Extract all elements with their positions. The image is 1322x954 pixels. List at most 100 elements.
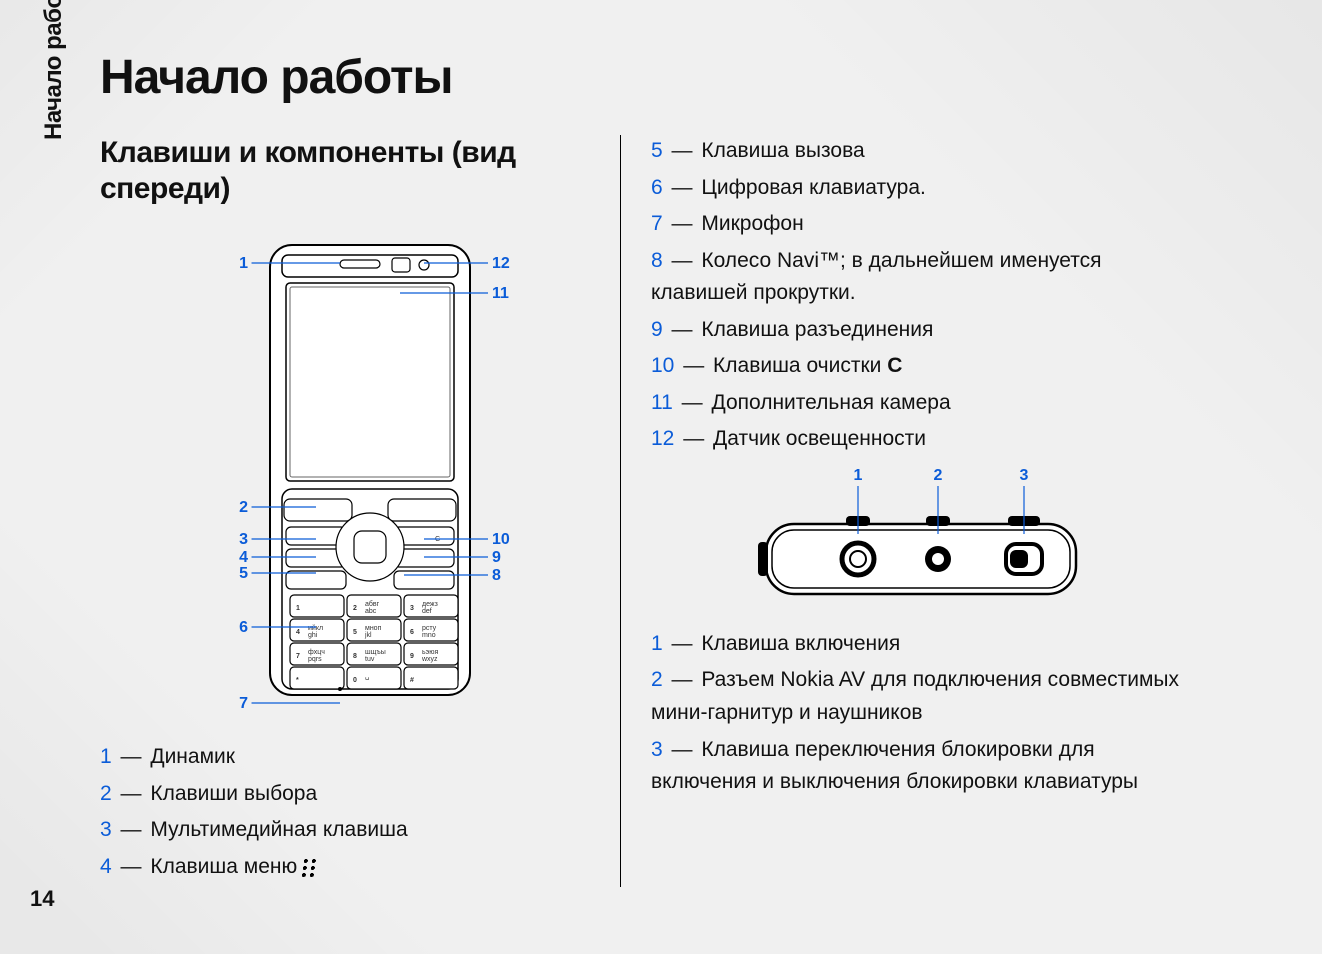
- legend-item: 2 — Клавиши выбора: [100, 778, 590, 811]
- phone-top-diagram: 1 2 3: [716, 464, 1116, 614]
- svg-text:фхцч: фхцч: [308, 649, 325, 656]
- legend-number: 12: [651, 427, 674, 450]
- phone-front-diagram: C 12абвгabc3дежзdef4ийклghi5мнопjkl6рсту…: [140, 227, 550, 727]
- svg-text:9: 9: [492, 549, 501, 566]
- svg-text:дежз: дежз: [422, 601, 438, 608]
- legend-label: Цифровая клавиатура.: [701, 176, 925, 199]
- legend-label: Мультимедийная клавиша: [150, 818, 407, 841]
- legend-number: 10: [651, 354, 674, 377]
- legend-number: 5: [651, 139, 663, 162]
- top-legend: 1 — Клавиша включения2 — Разъем Nokia AV…: [651, 628, 1180, 799]
- svg-text:3: 3: [1019, 467, 1028, 484]
- legend-number: 4: [100, 855, 112, 878]
- legend-label: Клавиша разъединения: [701, 318, 933, 341]
- legend-item: 5 — Клавиша вызова: [651, 135, 1180, 168]
- svg-text:5: 5: [239, 565, 248, 582]
- legend-item: 1 — Клавиша включения: [651, 628, 1180, 661]
- legend-label: Клавиши выбора: [150, 782, 317, 805]
- column-left: Клавиши и компоненты (вид спереди): [100, 135, 620, 887]
- legend-number: 3: [651, 738, 663, 761]
- svg-text:ьэюя: ьэюя: [422, 649, 438, 656]
- svg-text:1: 1: [239, 255, 248, 272]
- legend-label: Клавиша включения: [701, 632, 900, 655]
- legend-item: 9 — Клавиша разъединения: [651, 314, 1180, 347]
- svg-text:8: 8: [492, 567, 501, 584]
- svg-text:␣: ␣: [365, 673, 369, 680]
- svg-text:10: 10: [492, 531, 510, 548]
- svg-text:абвг: абвг: [365, 600, 380, 608]
- legend-number: 1: [651, 632, 663, 655]
- svg-text:1: 1: [296, 605, 300, 612]
- section-subheading: Клавиши и компоненты (вид спереди): [100, 135, 590, 207]
- svg-text:5: 5: [353, 629, 357, 636]
- svg-text:tuv: tuv: [365, 656, 375, 663]
- legend-item: 7 — Микрофон: [651, 208, 1180, 241]
- legend-item: 11 — Дополнительная камера: [651, 387, 1180, 420]
- legend-item: 6 — Цифровая клавиатура.: [651, 172, 1180, 205]
- legend-number: 2: [100, 782, 112, 805]
- page-heading: Начало работы: [100, 50, 1262, 105]
- legend-item: 1 — Динамик: [100, 741, 590, 774]
- svg-text:ийкл: ийкл: [308, 624, 323, 632]
- svg-text:def: def: [422, 608, 432, 615]
- front-legend-left: 1 — Динамик 2 — Клавиши выбора3 — Мультим…: [100, 741, 590, 883]
- svg-text:7: 7: [296, 653, 300, 660]
- legend-label: Колесо Navi™; в дальнейшем именуется кла…: [651, 249, 1102, 305]
- svg-text:jkl: jkl: [364, 632, 372, 639]
- legend-label: Микрофон: [701, 212, 803, 235]
- legend-label: Динамик: [150, 745, 235, 768]
- legend-label: Датчик освещенности: [713, 427, 926, 450]
- legend-label: Разъем Nokia AV для подключения совмести…: [651, 668, 1179, 724]
- legend-number: 2: [651, 668, 663, 691]
- legend-label: Клавиша очистки: [713, 354, 887, 377]
- front-legend-right: 5 — Клавиша вызова 6 — Цифровая клавиатур…: [651, 135, 1180, 456]
- legend-label: Клавиша переключения блокировки для вклю…: [651, 738, 1138, 794]
- svg-text:4: 4: [296, 629, 300, 636]
- legend-number: 9: [651, 318, 663, 341]
- svg-text:1: 1: [853, 467, 862, 484]
- legend-item: 3 — Клавиша переключения блокировки для …: [651, 734, 1180, 799]
- legend-number: 8: [651, 249, 663, 272]
- svg-text:8: 8: [353, 653, 357, 660]
- svg-text:6: 6: [410, 629, 414, 636]
- svg-text:9: 9: [410, 653, 414, 660]
- column-right: 5 — Клавиша вызова 6 — Цифровая клавиатур…: [620, 135, 1180, 887]
- svg-text:pqrs: pqrs: [308, 656, 322, 663]
- legend-item: 3 — Мультимедийная клавиша: [100, 814, 590, 847]
- legend-item: 12 — Датчик освещенности: [651, 423, 1180, 456]
- legend-item: 8 — Колесо Navi™; в дальнейшем именуется…: [651, 245, 1180, 310]
- svg-text:6: 6: [239, 619, 248, 636]
- svg-text:#: #: [410, 677, 414, 684]
- svg-text:7: 7: [239, 695, 248, 712]
- svg-text:4: 4: [239, 549, 248, 566]
- legend-label: Дополнительная камера: [711, 391, 950, 414]
- menu-icon: [300, 857, 321, 877]
- svg-text:mno: mno: [422, 632, 436, 639]
- svg-text:3: 3: [410, 605, 414, 612]
- svg-text:шщъы: шщъы: [365, 649, 386, 656]
- sidebar-running-title: Начало работы: [40, 0, 68, 140]
- legend-number: 6: [651, 176, 663, 199]
- svg-text:2: 2: [239, 499, 248, 516]
- legend-item: 4 — Клавиша меню: [100, 851, 590, 884]
- page-number: 14: [30, 886, 54, 912]
- svg-text:*: *: [296, 677, 299, 684]
- svg-text:рсту: рсту: [422, 625, 437, 632]
- legend-number: 11: [651, 391, 673, 414]
- svg-text:0: 0: [353, 677, 357, 684]
- legend-item: 10 — Клавиша очистки C: [651, 350, 1180, 383]
- legend-item: 2 — Разъем Nokia AV для подключения совм…: [651, 664, 1180, 729]
- svg-text:2: 2: [933, 467, 942, 484]
- svg-text:ghi: ghi: [308, 632, 318, 639]
- legend-label: Клавиша меню: [150, 855, 297, 878]
- svg-text:3: 3: [239, 531, 248, 548]
- page-content: Начало работы Клавиши и компоненты (вид …: [100, 50, 1262, 934]
- svg-text:12: 12: [492, 255, 510, 272]
- svg-text:wxyz: wxyz: [421, 656, 438, 663]
- svg-text:11: 11: [492, 285, 509, 302]
- svg-text:мноп: мноп: [365, 625, 382, 632]
- legend-number: 1: [100, 745, 112, 768]
- svg-text:2: 2: [353, 605, 357, 612]
- legend-number: 7: [651, 212, 663, 235]
- legend-number: 3: [100, 818, 112, 841]
